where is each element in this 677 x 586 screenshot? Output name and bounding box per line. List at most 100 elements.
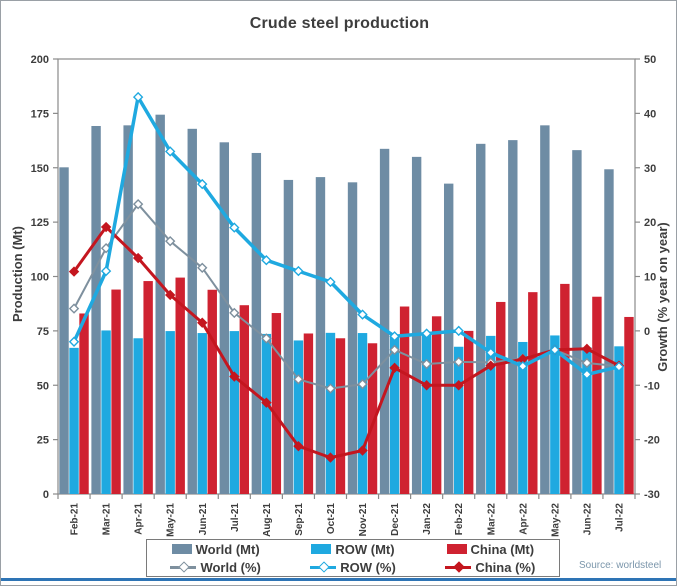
left-axis-tick-label: 150 <box>31 163 49 175</box>
bar <box>572 150 582 494</box>
x-axis-month-label: May-21 <box>166 503 177 537</box>
bar <box>443 183 454 494</box>
bottom-accent-line <box>1 578 676 581</box>
bar <box>496 301 506 494</box>
right-axis-tick-label: -30 <box>644 489 660 501</box>
x-axis-month-label: Jan-22 <box>422 503 433 535</box>
bar <box>550 335 560 494</box>
x-axis-month-label: Jul-22 <box>614 503 625 532</box>
right-axis-tick-label: 30 <box>644 163 656 175</box>
diamond-marker <box>325 452 336 463</box>
diamond-marker <box>517 361 528 372</box>
diamond-marker <box>229 371 240 382</box>
x-axis-month-label: Apr-22 <box>518 503 529 535</box>
legend-item-row-mt: ROW (Mt) <box>284 543 421 556</box>
bar <box>155 114 165 495</box>
diamond-marker <box>357 445 368 456</box>
diamond-marker <box>453 325 464 337</box>
bar <box>59 167 69 494</box>
diamond-marker <box>485 347 496 358</box>
right-axis-tick-label: 10 <box>644 272 656 284</box>
x-axis-month-label: Dec-21 <box>390 503 401 536</box>
diamond-marker <box>132 252 144 264</box>
diamond-marker <box>100 221 112 233</box>
bar <box>379 148 390 494</box>
bar <box>271 313 282 494</box>
bar <box>207 289 217 494</box>
bar <box>325 332 336 494</box>
bar <box>293 340 304 494</box>
bar <box>315 177 326 495</box>
bar <box>486 335 496 494</box>
right-axis-tick-label: 40 <box>644 108 656 120</box>
x-axis-month-label: Nov-21 <box>358 503 369 537</box>
diamond-marker <box>389 344 400 356</box>
bar <box>463 330 474 494</box>
x-axis-month-label: Mar-21 <box>102 503 113 536</box>
diamond-marker <box>613 361 625 372</box>
diamond-marker <box>421 358 432 370</box>
bar <box>69 347 79 494</box>
diamond-marker <box>165 146 176 157</box>
diamond-marker <box>485 360 496 371</box>
bar <box>79 313 89 494</box>
bar <box>175 277 185 494</box>
legend-item-row-pct: ROW (%) <box>284 561 421 574</box>
diamond-marker <box>197 317 208 328</box>
diamond-marker <box>165 235 176 247</box>
bar <box>540 125 550 495</box>
bar <box>165 331 175 494</box>
diamond-marker <box>229 307 240 319</box>
bar <box>508 140 518 494</box>
legend-item-china-pct: China (%) <box>422 561 559 574</box>
diamond-marker <box>132 198 144 210</box>
china-bar-swatch-icon <box>446 544 467 554</box>
left-axis-title: Production (Mt) <box>10 225 25 323</box>
bar <box>347 182 358 494</box>
diamond-marker <box>68 303 80 314</box>
x-axis-month-label: Feb-21 <box>70 503 81 536</box>
right-axis-tick-label: 0 <box>644 326 650 338</box>
left-axis-tick-label: 175 <box>31 108 49 120</box>
diamond-marker <box>165 289 176 301</box>
right-axis-tick-label: 50 <box>644 54 656 66</box>
bar <box>101 330 111 494</box>
legend-item-world-mt: World (Mt) <box>147 543 284 556</box>
growth-line <box>72 225 620 460</box>
legend-label-row-mt: ROW (Mt) <box>335 541 395 557</box>
left-axis-tick-label: 0 <box>43 489 49 501</box>
line-row- <box>68 91 625 380</box>
bar <box>303 333 314 494</box>
legend-label-china-pct: China (%) <box>475 559 536 575</box>
bar <box>389 336 400 494</box>
right-axis-tick-label: -10 <box>644 380 660 392</box>
x-axis-month-label: May-22 <box>550 503 561 537</box>
bar <box>592 296 602 494</box>
bar <box>528 292 538 494</box>
row-bar-swatch-icon <box>311 544 332 554</box>
legend-label-row-pct: ROW (%) <box>340 559 396 575</box>
bar <box>357 333 368 494</box>
diamond-marker <box>325 276 336 288</box>
diamond-marker <box>581 369 593 380</box>
bar <box>283 179 294 494</box>
diamond-marker <box>229 222 240 233</box>
diamond-marker <box>549 344 561 356</box>
left-axis-tick-label: 75 <box>37 326 49 338</box>
x-axis-month-label: Jul-21 <box>230 503 241 532</box>
row-line-marker-icon <box>310 561 337 573</box>
bar <box>239 305 250 494</box>
diamond-marker <box>100 265 112 277</box>
world-bar-swatch-icon <box>171 544 192 554</box>
left-axis-tick-label: 50 <box>37 380 49 392</box>
left-axis-tick-label: 125 <box>31 217 49 229</box>
bar <box>411 156 422 494</box>
bar <box>123 125 133 495</box>
x-axis-month-label: Oct-21 <box>326 503 337 535</box>
diamond-marker <box>197 262 208 273</box>
bar <box>624 316 634 494</box>
right-axis-title: Growth (% year on year) <box>655 222 670 372</box>
diamond-marker <box>453 380 464 391</box>
legend-label-world-pct: World (%) <box>200 559 261 575</box>
